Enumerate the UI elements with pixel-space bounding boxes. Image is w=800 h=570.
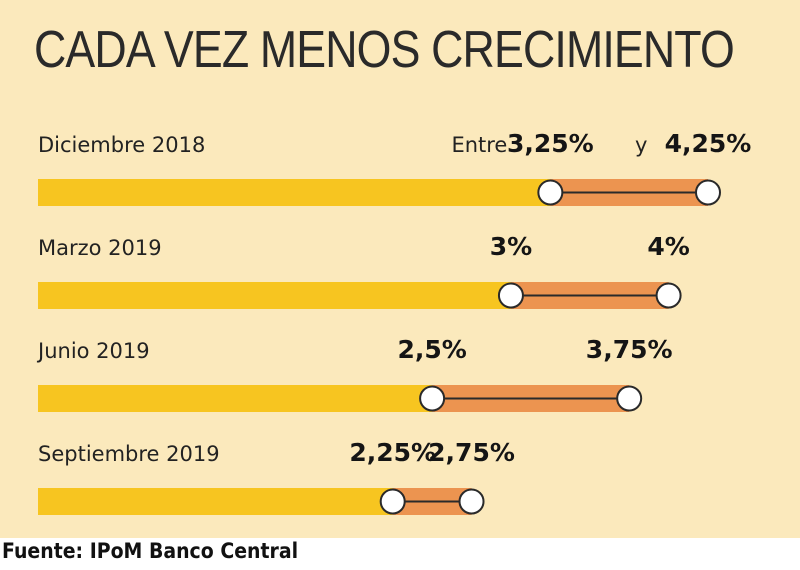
base-bar <box>38 179 551 206</box>
high-value-marker <box>458 488 485 515</box>
base-bar <box>38 385 433 412</box>
low-value-label: 2,5% <box>397 335 466 364</box>
high-value-label: 4,25% <box>665 129 752 158</box>
high-value-marker <box>616 385 643 412</box>
high-value-marker <box>655 282 682 309</box>
low-value-label: 2,25% <box>349 438 436 467</box>
base-bar <box>38 282 511 309</box>
category-label: Diciembre 2018 <box>38 133 205 157</box>
chart-panel <box>0 0 800 538</box>
base-bar <box>38 488 393 515</box>
category-label: Marzo 2019 <box>38 236 162 260</box>
high-value-label: 3,75% <box>586 335 673 364</box>
high-value-marker <box>695 179 721 206</box>
category-label: Septiembre 2019 <box>38 442 220 466</box>
low-value-marker <box>497 282 524 309</box>
high-value-label: 2,75% <box>428 438 515 467</box>
category-label: Junio 2019 <box>36 339 150 363</box>
high-value-label: 4% <box>647 232 689 261</box>
range-bar-chart: Diciembre 2018 3,25% 4,25% Entre y Marzo 2019… <box>36 129 752 515</box>
source-note: Fuente: IPoM Banco Central <box>2 539 299 563</box>
low-value-marker <box>419 385 446 412</box>
low-value-marker <box>379 488 406 515</box>
low-value-label: 3% <box>490 232 532 261</box>
range-connector-label: y <box>635 133 647 157</box>
chart-title: CADA VEZ MENOS CRECIMIENTO <box>34 21 735 79</box>
low-value-label: 3,25% <box>507 129 594 158</box>
low-value-marker <box>537 179 564 206</box>
range-prefix-label: Entre <box>451 133 507 157</box>
